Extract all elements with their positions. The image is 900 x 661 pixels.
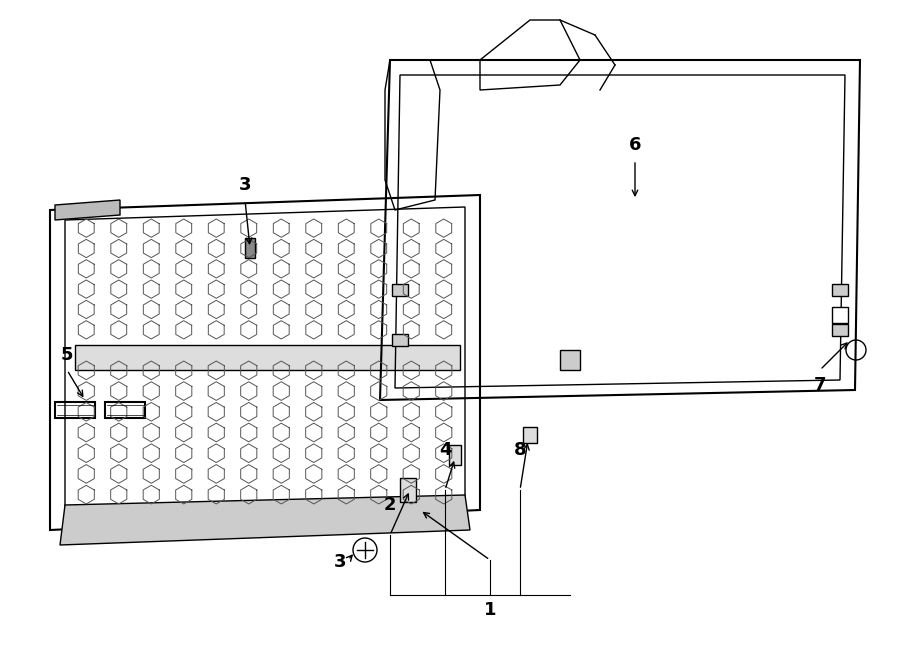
Bar xyxy=(832,284,848,296)
Polygon shape xyxy=(55,200,120,220)
Bar xyxy=(392,334,408,346)
Bar xyxy=(832,324,848,336)
Bar xyxy=(560,350,580,370)
Text: 2: 2 xyxy=(383,496,396,514)
Bar xyxy=(75,345,460,370)
Text: 3: 3 xyxy=(334,553,346,571)
Text: 1: 1 xyxy=(484,601,496,619)
Bar xyxy=(449,445,461,465)
Text: 3: 3 xyxy=(238,176,251,194)
Text: 4: 4 xyxy=(439,441,451,459)
Text: 7: 7 xyxy=(814,376,826,394)
Text: 5: 5 xyxy=(61,346,73,364)
Text: 8: 8 xyxy=(514,441,526,459)
Bar xyxy=(400,478,416,502)
Text: 6: 6 xyxy=(629,136,641,154)
Bar xyxy=(392,284,408,296)
Bar xyxy=(245,238,255,258)
Polygon shape xyxy=(60,495,470,545)
Bar xyxy=(523,427,537,443)
Bar xyxy=(832,307,848,323)
